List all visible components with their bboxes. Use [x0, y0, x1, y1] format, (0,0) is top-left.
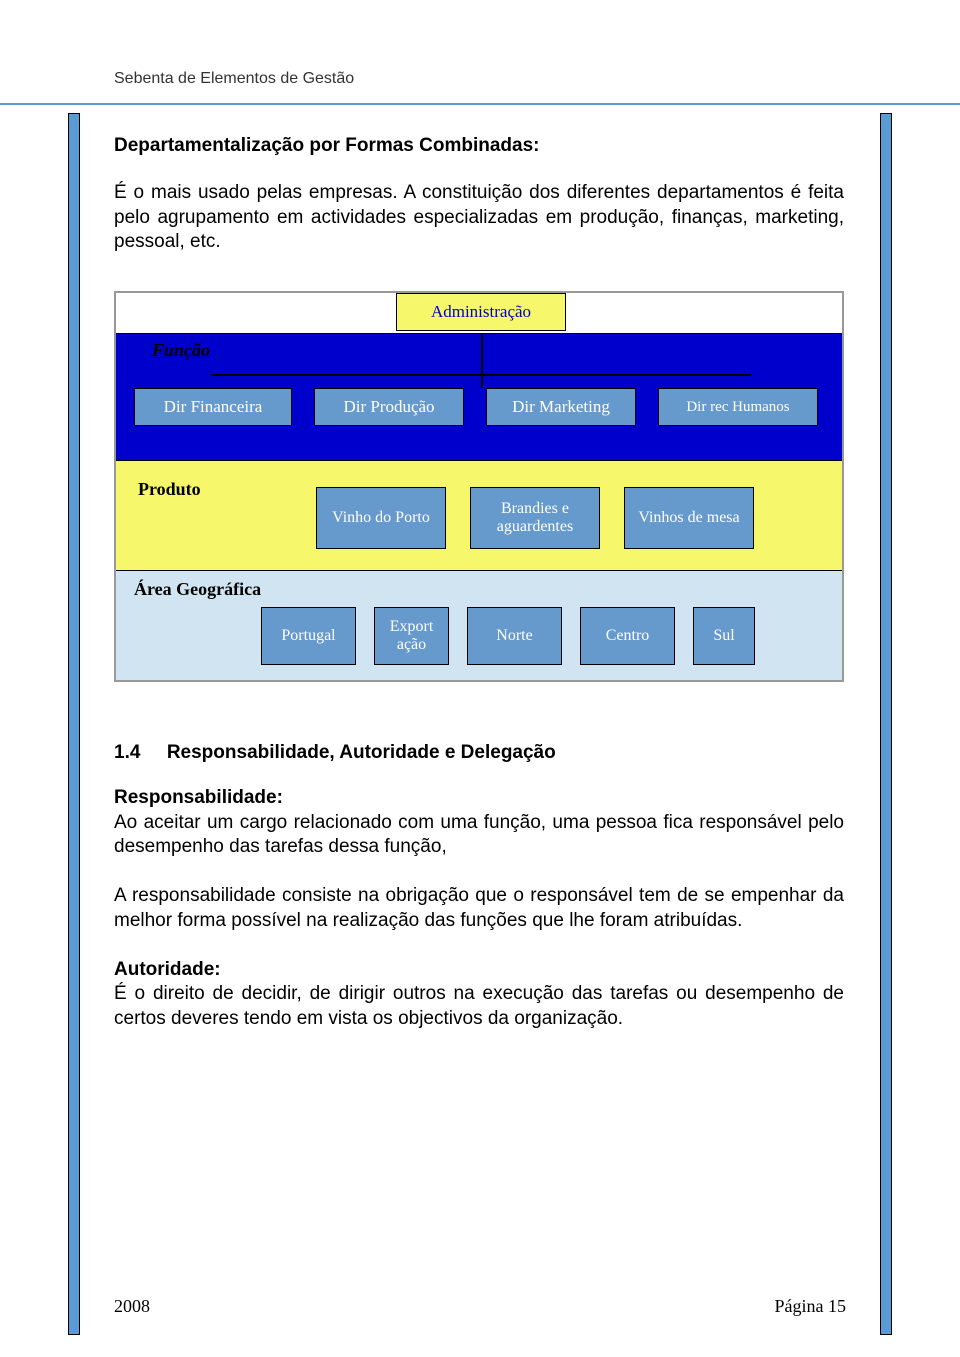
- org-row-label: Produto: [138, 479, 201, 500]
- margin-bar-right: [880, 113, 892, 1335]
- org-node: Export ação: [374, 607, 449, 665]
- org-row-funcao: Função Dir Financeira Dir Produção Dir M…: [116, 333, 842, 460]
- auth-text: É o direito de decidir, de dirigir outro…: [114, 983, 844, 1029]
- auth-label: Autoridade:: [114, 959, 221, 980]
- org-node: Centro: [580, 607, 675, 665]
- org-node: Dir rec Humanos: [658, 388, 818, 426]
- org-node: Dir Financeira: [134, 388, 292, 426]
- org-node: Norte: [467, 607, 562, 665]
- connector-line: [211, 374, 751, 376]
- org-row-label: Função: [152, 340, 210, 361]
- footer-year: 2008: [114, 1296, 150, 1317]
- heading-text: Responsabilidade, Autoridade e Delegação: [167, 742, 556, 763]
- org-node: Dir Marketing: [486, 388, 636, 426]
- connector-line: [481, 334, 483, 388]
- org-node: Vinho do Porto: [316, 487, 446, 549]
- org-row-area: Área Geográfica Portugal Export ação Nor…: [116, 570, 842, 680]
- org-row-produto: Produto Vinho do Porto Brandies e aguard…: [116, 460, 842, 570]
- content-area: Departamentalização por Formas Combinada…: [114, 135, 844, 1032]
- section-heading: 1.4 Responsabilidade, Autoridade e Deleg…: [114, 742, 844, 764]
- org-dir-row: Dir Financeira Dir Produção Dir Marketin…: [116, 388, 842, 426]
- resp-text-1: Ao aceitar um cargo relacionado com uma …: [114, 812, 844, 858]
- org-node: Portugal: [261, 607, 356, 665]
- org-node: Dir Produção: [314, 388, 464, 426]
- footer-page: Página 15: [775, 1296, 847, 1317]
- resp-paragraph-1: Responsabilidade: Ao aceitar um cargo re…: [114, 786, 844, 860]
- org-node: Sul: [693, 607, 755, 665]
- org-chart: Administração Função Dir Financeira Dir …: [114, 291, 844, 682]
- org-top-row: Administração: [116, 293, 842, 333]
- org-row-label: Área Geográfica: [134, 579, 261, 600]
- org-area-row: Portugal Export ação Norte Centro Sul: [261, 607, 755, 665]
- header-rule: [0, 103, 960, 105]
- resp-paragraph-2: A responsabilidade consiste na obrigação…: [114, 884, 844, 933]
- org-node: Vinhos de mesa: [624, 487, 754, 549]
- org-node: Brandies e aguardentes: [470, 487, 600, 549]
- org-prod-row: Vinho do Porto Brandies e aguardentes Vi…: [316, 487, 754, 549]
- org-node-admin: Administração: [396, 293, 566, 331]
- margin-bar-left: [68, 113, 80, 1335]
- page: Sebenta de Elementos de Gestão Departame…: [0, 0, 960, 1357]
- auth-paragraph: Autoridade: É o direito de decidir, de d…: [114, 958, 844, 1032]
- intro-paragraph: É o mais usado pelas empresas. A constit…: [114, 181, 844, 255]
- doc-header: Sebenta de Elementos de Gestão: [114, 70, 354, 88]
- section-title: Departamentalização por Formas Combinada…: [114, 135, 844, 157]
- heading-number: 1.4: [114, 742, 140, 763]
- resp-label: Responsabilidade:: [114, 787, 283, 808]
